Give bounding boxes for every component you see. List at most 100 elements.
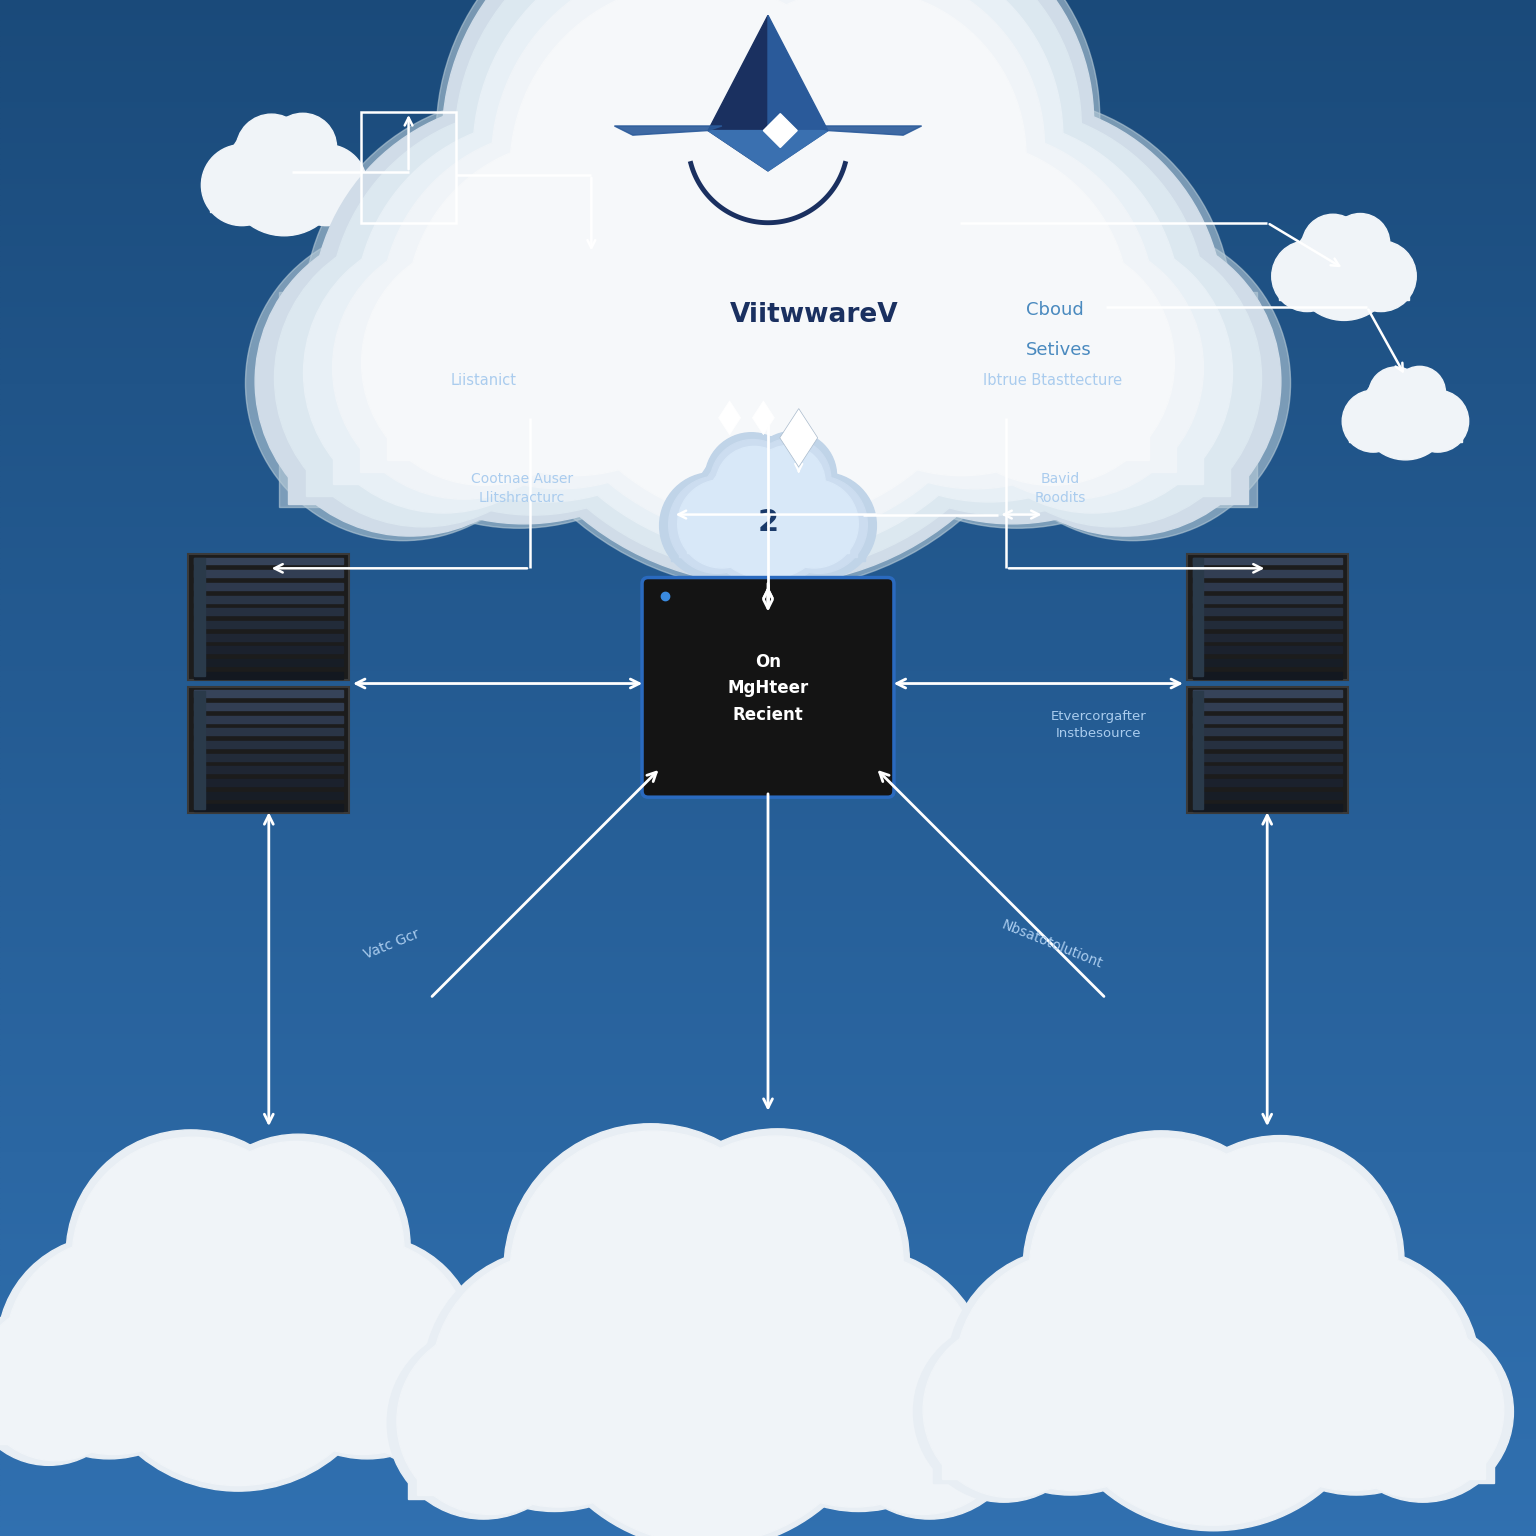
Bar	[0, 358, 1536, 364]
Bar	[0, 465, 1536, 472]
Circle shape	[914, 1321, 1095, 1502]
Bar	[0, 788, 1536, 794]
Circle shape	[794, 140, 1129, 476]
Bar	[0, 926, 1536, 932]
Bar	[0, 1060, 1536, 1064]
Bar	[0, 538, 1536, 542]
Bar	[0, 389, 1536, 395]
Bar	[687, 515, 849, 553]
Circle shape	[677, 479, 766, 568]
Circle shape	[255, 227, 565, 536]
Bar	[278, 292, 1258, 507]
Bar	[0, 312, 1536, 318]
Circle shape	[1329, 1322, 1504, 1498]
Bar	[0, 748, 1536, 753]
Bar	[0, 1332, 1536, 1336]
Bar	[0, 1336, 492, 1448]
Bar	[0, 711, 1536, 717]
Bar	[0, 338, 1536, 343]
Bar	[0, 1516, 1536, 1521]
Bar	[0, 1275, 1536, 1279]
Bar	[0, 1336, 482, 1444]
Bar	[0, 1167, 1536, 1172]
Bar	[0, 1341, 1536, 1347]
Circle shape	[727, 1247, 991, 1511]
Circle shape	[770, 473, 877, 579]
Bar	[0, 210, 1536, 215]
Bar	[195, 582, 344, 590]
Circle shape	[1048, 1193, 1379, 1525]
Bar	[0, 687, 1536, 691]
Bar	[0, 768, 1536, 773]
Bar	[0, 856, 1536, 860]
Bar	[195, 754, 344, 760]
Bar	[0, 641, 1536, 645]
Bar	[0, 72, 1536, 77]
Bar	[0, 696, 1536, 702]
Bar	[0, 220, 1536, 226]
Bar	[0, 404, 1536, 410]
Bar	[0, 952, 1536, 957]
Polygon shape	[814, 126, 922, 135]
Bar	[0, 1485, 1536, 1490]
Bar	[0, 487, 1536, 492]
Circle shape	[940, 237, 1204, 499]
Circle shape	[972, 227, 1281, 536]
Polygon shape	[708, 131, 828, 170]
Bar	[0, 814, 1536, 819]
Bar	[0, 794, 1536, 799]
Bar	[0, 327, 1536, 333]
Bar	[0, 819, 1536, 825]
Polygon shape	[763, 114, 797, 147]
Bar	[0, 650, 1536, 656]
Bar	[1193, 690, 1342, 697]
Bar	[0, 77, 1536, 81]
Bar	[0, 97, 1536, 103]
Bar	[1193, 582, 1342, 590]
Circle shape	[304, 97, 734, 528]
Bar	[0, 1356, 1536, 1362]
Bar	[0, 15, 1536, 20]
Bar	[0, 994, 1536, 998]
Text: Setives: Setives	[1026, 341, 1092, 359]
Bar	[0, 456, 1536, 461]
Bar	[0, 1475, 1536, 1479]
Bar	[0, 579, 1536, 584]
Bar	[0, 1240, 1536, 1244]
Circle shape	[648, 1137, 903, 1392]
Text: Vatc Gcr: Vatc Gcr	[362, 928, 421, 962]
Bar	[0, 840, 1536, 845]
Bar	[0, 1163, 1536, 1167]
Bar	[195, 716, 344, 723]
Circle shape	[333, 237, 596, 499]
Bar	[0, 773, 1536, 779]
Bar	[195, 690, 344, 697]
Bar	[0, 757, 1536, 763]
Bar	[0, 891, 1536, 895]
Bar	[1193, 671, 1342, 679]
Bar	[0, 619, 1536, 625]
Bar	[0, 5, 1536, 11]
Bar	[0, 1290, 1536, 1295]
Bar	[0, 1424, 1536, 1428]
Bar	[0, 1101, 1536, 1106]
Bar	[1193, 766, 1342, 774]
Bar	[0, 829, 1536, 834]
Bar	[195, 691, 206, 808]
Bar	[0, 1178, 1536, 1183]
Bar	[0, 1413, 1536, 1418]
Circle shape	[343, 1303, 499, 1461]
Bar	[0, 1505, 1536, 1510]
Circle shape	[1369, 367, 1422, 421]
Bar	[0, 204, 1536, 210]
Bar	[0, 568, 1536, 573]
Bar	[0, 1111, 1536, 1117]
Bar	[0, 323, 1536, 327]
Circle shape	[1333, 1321, 1513, 1502]
Bar	[0, 1255, 1536, 1260]
Bar	[0, 911, 1536, 917]
Bar	[0, 364, 1536, 369]
Circle shape	[0, 1235, 221, 1459]
Bar	[0, 1249, 1536, 1255]
FancyBboxPatch shape	[1187, 687, 1349, 813]
